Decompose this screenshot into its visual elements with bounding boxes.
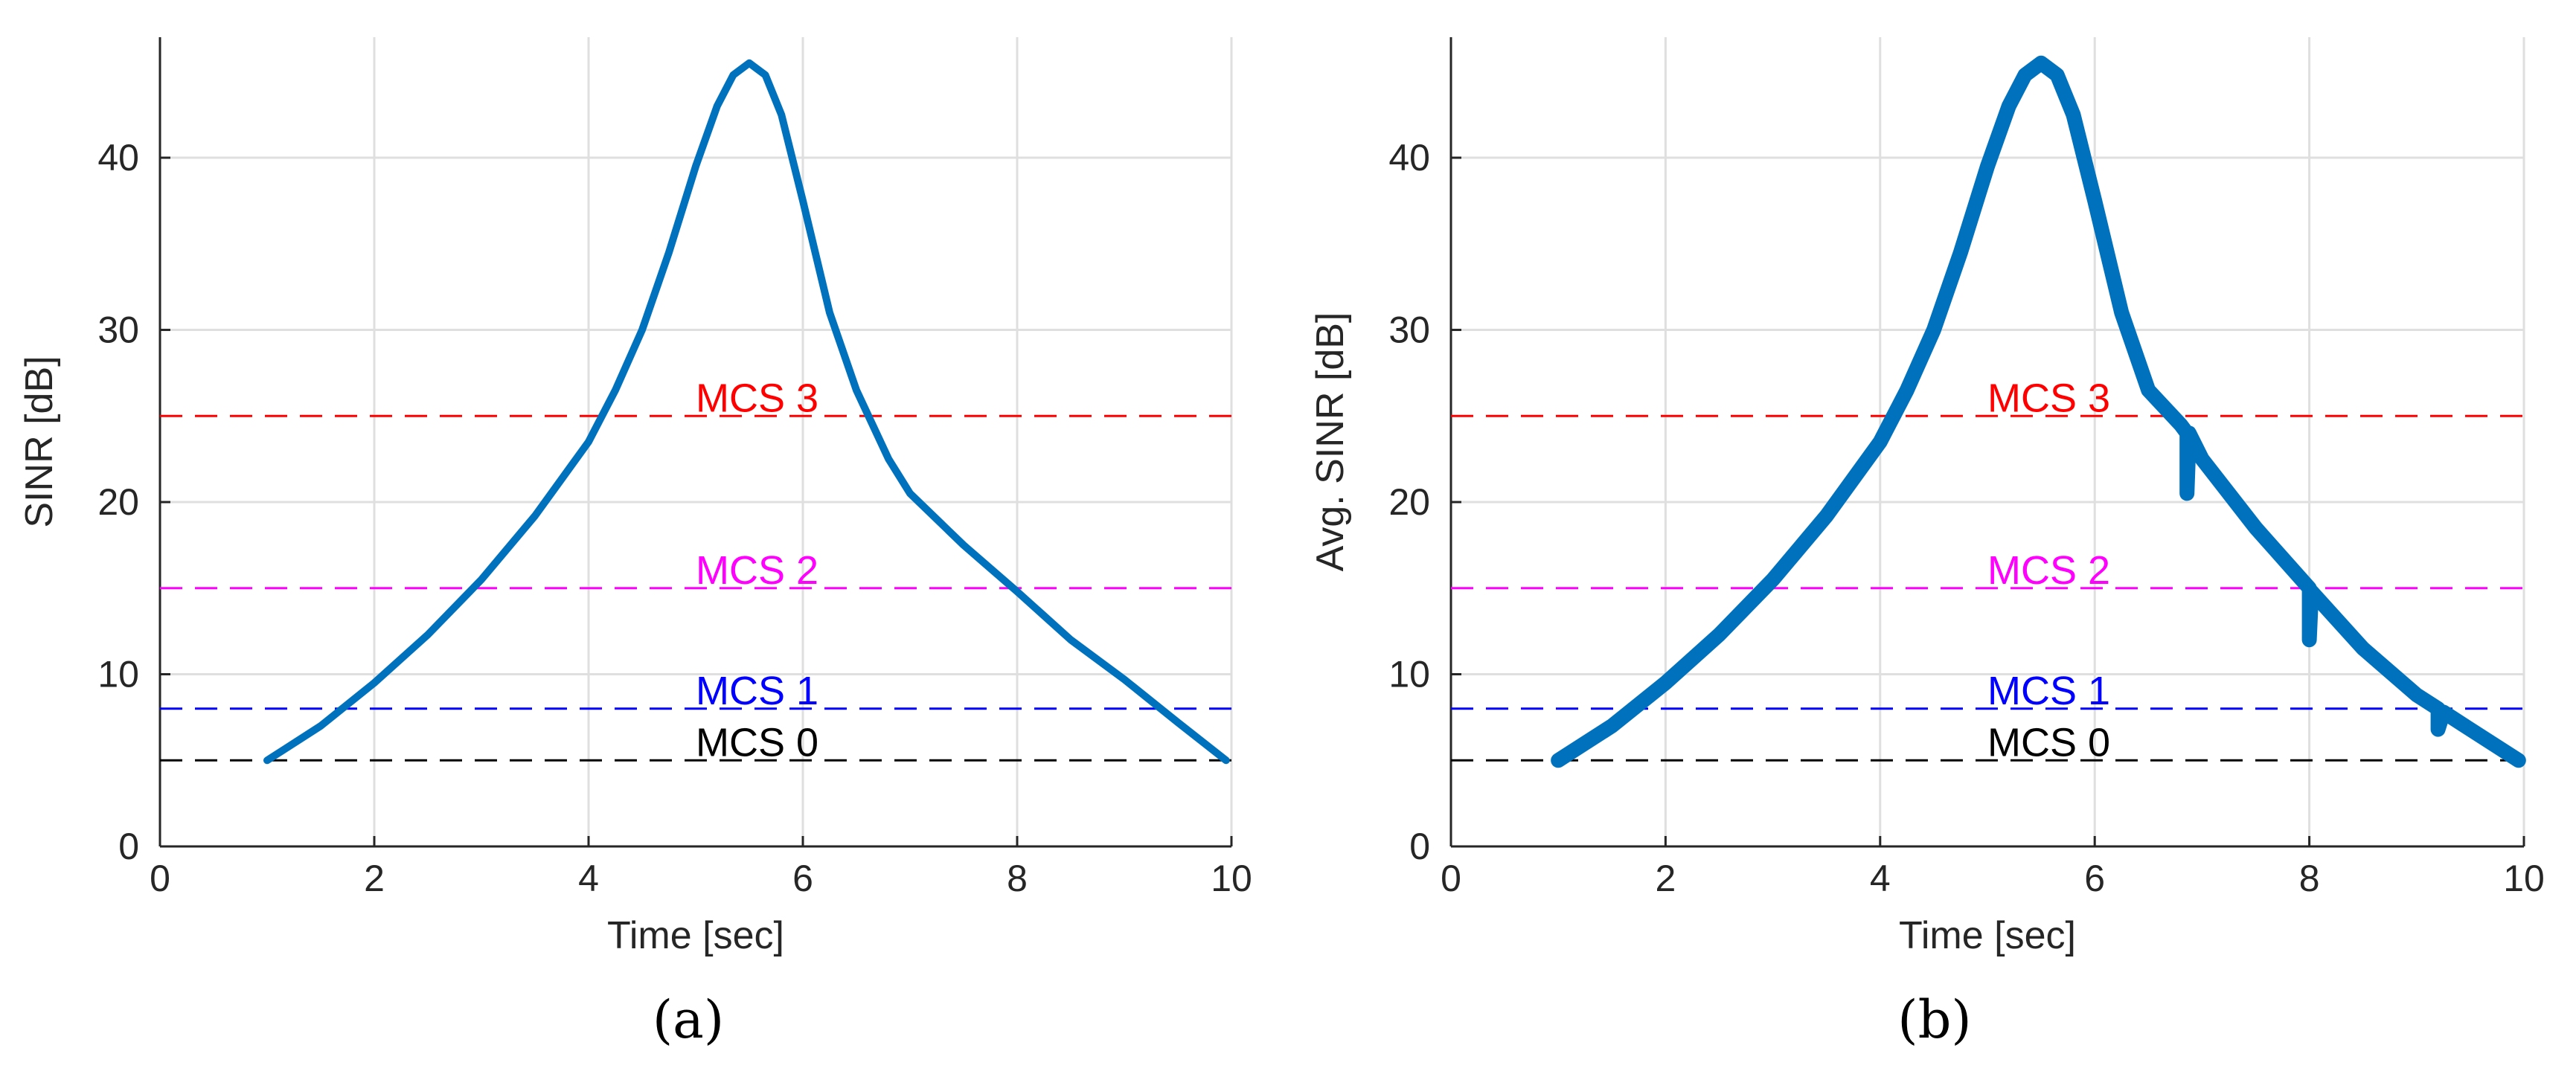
threshold-label-mcs-2-b: MCS 2 [1987, 548, 2110, 593]
series-line-b [1551, 55, 2526, 768]
y-tick-label-a: 40 [97, 137, 139, 179]
x-axis-label-b: Time [sec] [1899, 914, 2076, 957]
y-tick-label-b: 40 [1388, 137, 1430, 179]
caption-a: (a) [653, 989, 724, 1050]
threshold-label-mcs-0-a: MCS 0 [696, 720, 818, 765]
x-tick-label-b: 8 [2299, 858, 2320, 899]
y-tick-label-a: 0 [118, 826, 139, 867]
y-tick-label-b: 20 [1388, 481, 1430, 523]
series-line-a [263, 59, 1230, 765]
x-tick-label-b: 4 [1870, 858, 1891, 899]
y-tick-label-a: 20 [97, 481, 139, 523]
x-tick-label-b: 6 [2084, 858, 2105, 899]
threshold-label-mcs-3-a: MCS 3 [696, 376, 818, 420]
threshold-label-mcs-3-b: MCS 3 [1987, 376, 2110, 420]
x-tick-label-a: 2 [364, 858, 385, 899]
threshold-label-mcs-1-b: MCS 1 [1987, 669, 2110, 713]
x-tick-label-a: 10 [1211, 858, 1252, 899]
x-tick-label-b: 10 [2503, 858, 2545, 899]
threshold-label-mcs-0-b: MCS 0 [1987, 720, 2110, 765]
panel-b: 0 2 4 6 8 10 0 10 20 30 40 Time [sec] Avg. SINR [dB]… [1309, 37, 2545, 957]
y-axis-label-b: Avg. SINR [dB] [1309, 312, 1352, 572]
x-tick-label-b: 2 [1655, 858, 1676, 899]
y-tick-label-b: 30 [1388, 309, 1430, 351]
x-tick-label-a: 6 [792, 858, 813, 899]
caption-b: (b) [1897, 989, 1971, 1050]
y-tick-label-b: 10 [1388, 654, 1430, 695]
y-axis-label-a: SINR [dB] [18, 356, 61, 527]
panel-a: 0 2 4 6 8 10 0 10 20 30 40 Time [sec] SINR [dB] MCS 3… [18, 37, 1252, 957]
threshold-label-mcs-1-a: MCS 1 [696, 669, 818, 713]
y-tick-label-a: 10 [97, 654, 139, 695]
x-tick-label-a: 4 [578, 858, 599, 899]
x-tick-label-a: 8 [1007, 858, 1028, 899]
x-axis-label-a: Time [sec] [607, 914, 784, 957]
y-tick-label-a: 30 [97, 309, 139, 351]
x-tick-label-a: 0 [150, 858, 170, 899]
threshold-label-mcs-2-a: MCS 2 [696, 548, 818, 593]
y-tick-label-b: 0 [1409, 826, 1430, 867]
x-tick-label-b: 0 [1441, 858, 1461, 899]
